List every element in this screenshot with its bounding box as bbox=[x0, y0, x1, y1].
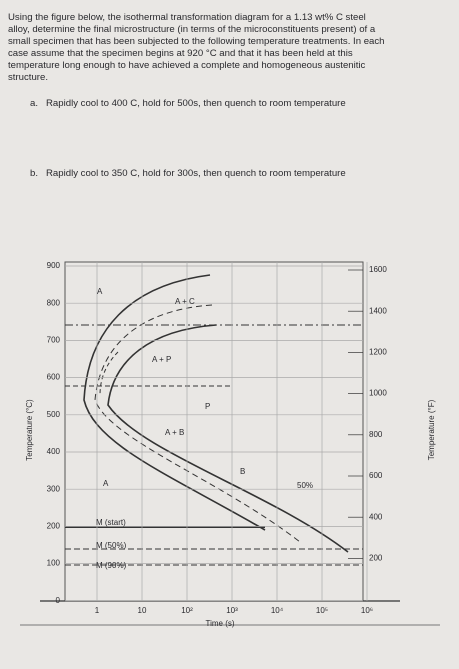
y-tick-label: 600 bbox=[47, 373, 61, 382]
region-label: P bbox=[205, 402, 210, 411]
y2-tick-label: 200 bbox=[369, 554, 383, 563]
y-axis-label: Temperature (°C) bbox=[25, 399, 34, 461]
question-line: alloy, determine the final microstructur… bbox=[8, 24, 376, 35]
region-label: 50% bbox=[297, 481, 313, 490]
part-label: b. bbox=[30, 168, 38, 179]
x-tick-label: 1 bbox=[95, 606, 100, 615]
question-line: small specimen that has been subjected t… bbox=[8, 36, 385, 47]
y-tick-label: 500 bbox=[47, 410, 61, 419]
x-tick-label: 10² bbox=[181, 606, 193, 615]
x-axis-label: Time (s) bbox=[205, 619, 234, 628]
y2-tick-label: 1200 bbox=[369, 348, 387, 357]
y2-tick-label: 400 bbox=[369, 512, 383, 521]
y-tick-label: 800 bbox=[47, 298, 61, 307]
y-tick-label: 200 bbox=[47, 522, 61, 531]
nose-curve bbox=[99, 351, 119, 396]
question-line: case assume that the specimen begins at … bbox=[8, 48, 353, 59]
region-label: M (start) bbox=[96, 518, 126, 527]
y-tick-label: 300 bbox=[47, 484, 61, 493]
question-line: Using the figure below, the isothermal t… bbox=[8, 12, 366, 23]
y-tick-label: 700 bbox=[47, 336, 61, 345]
y2-tick-label: 1000 bbox=[369, 389, 387, 398]
y2-axis-label: Temperature (°F) bbox=[427, 399, 436, 460]
start-curve bbox=[83, 274, 266, 531]
region-label: M (50%) bbox=[96, 541, 127, 550]
content: Using the figure below, the isothermal t… bbox=[8, 12, 436, 628]
y2-tick-label: 600 bbox=[369, 471, 383, 480]
part-text: Rapidly cool to 350 C, hold for 300s, th… bbox=[46, 168, 346, 179]
x-tick-label: 10⁵ bbox=[316, 606, 328, 615]
x-tick-label: 10⁶ bbox=[361, 606, 373, 615]
region-label: A + B bbox=[165, 428, 184, 437]
y2-tick-label: 800 bbox=[369, 430, 383, 439]
region-label: A bbox=[97, 287, 103, 296]
region-label: B bbox=[240, 467, 245, 476]
y-tick-label: 100 bbox=[47, 559, 61, 568]
y2-tick-label: 1600 bbox=[369, 265, 387, 274]
x-tick-label: 10 bbox=[138, 606, 147, 615]
region-label: A bbox=[103, 479, 109, 488]
y-tick-label: 0 bbox=[56, 596, 61, 605]
x-tick-label: 10⁴ bbox=[271, 606, 284, 615]
x-tick-label: 10³ bbox=[226, 606, 238, 615]
grid bbox=[65, 262, 368, 602]
region-label: A + P bbox=[152, 355, 171, 364]
question-line: temperature long enough to have achieved… bbox=[8, 60, 366, 71]
y-tick-label: 900 bbox=[47, 261, 61, 270]
region-label: M (90%) bbox=[96, 561, 127, 570]
part-text: Rapidly cool to 400 C, hold for 500s, th… bbox=[46, 98, 346, 109]
question-line: structure. bbox=[8, 72, 48, 83]
y-tick-label: 400 bbox=[47, 447, 61, 456]
part-label: a. bbox=[30, 98, 38, 109]
region-label: A + C bbox=[175, 297, 195, 306]
y2-tick-label: 1400 bbox=[369, 306, 387, 315]
